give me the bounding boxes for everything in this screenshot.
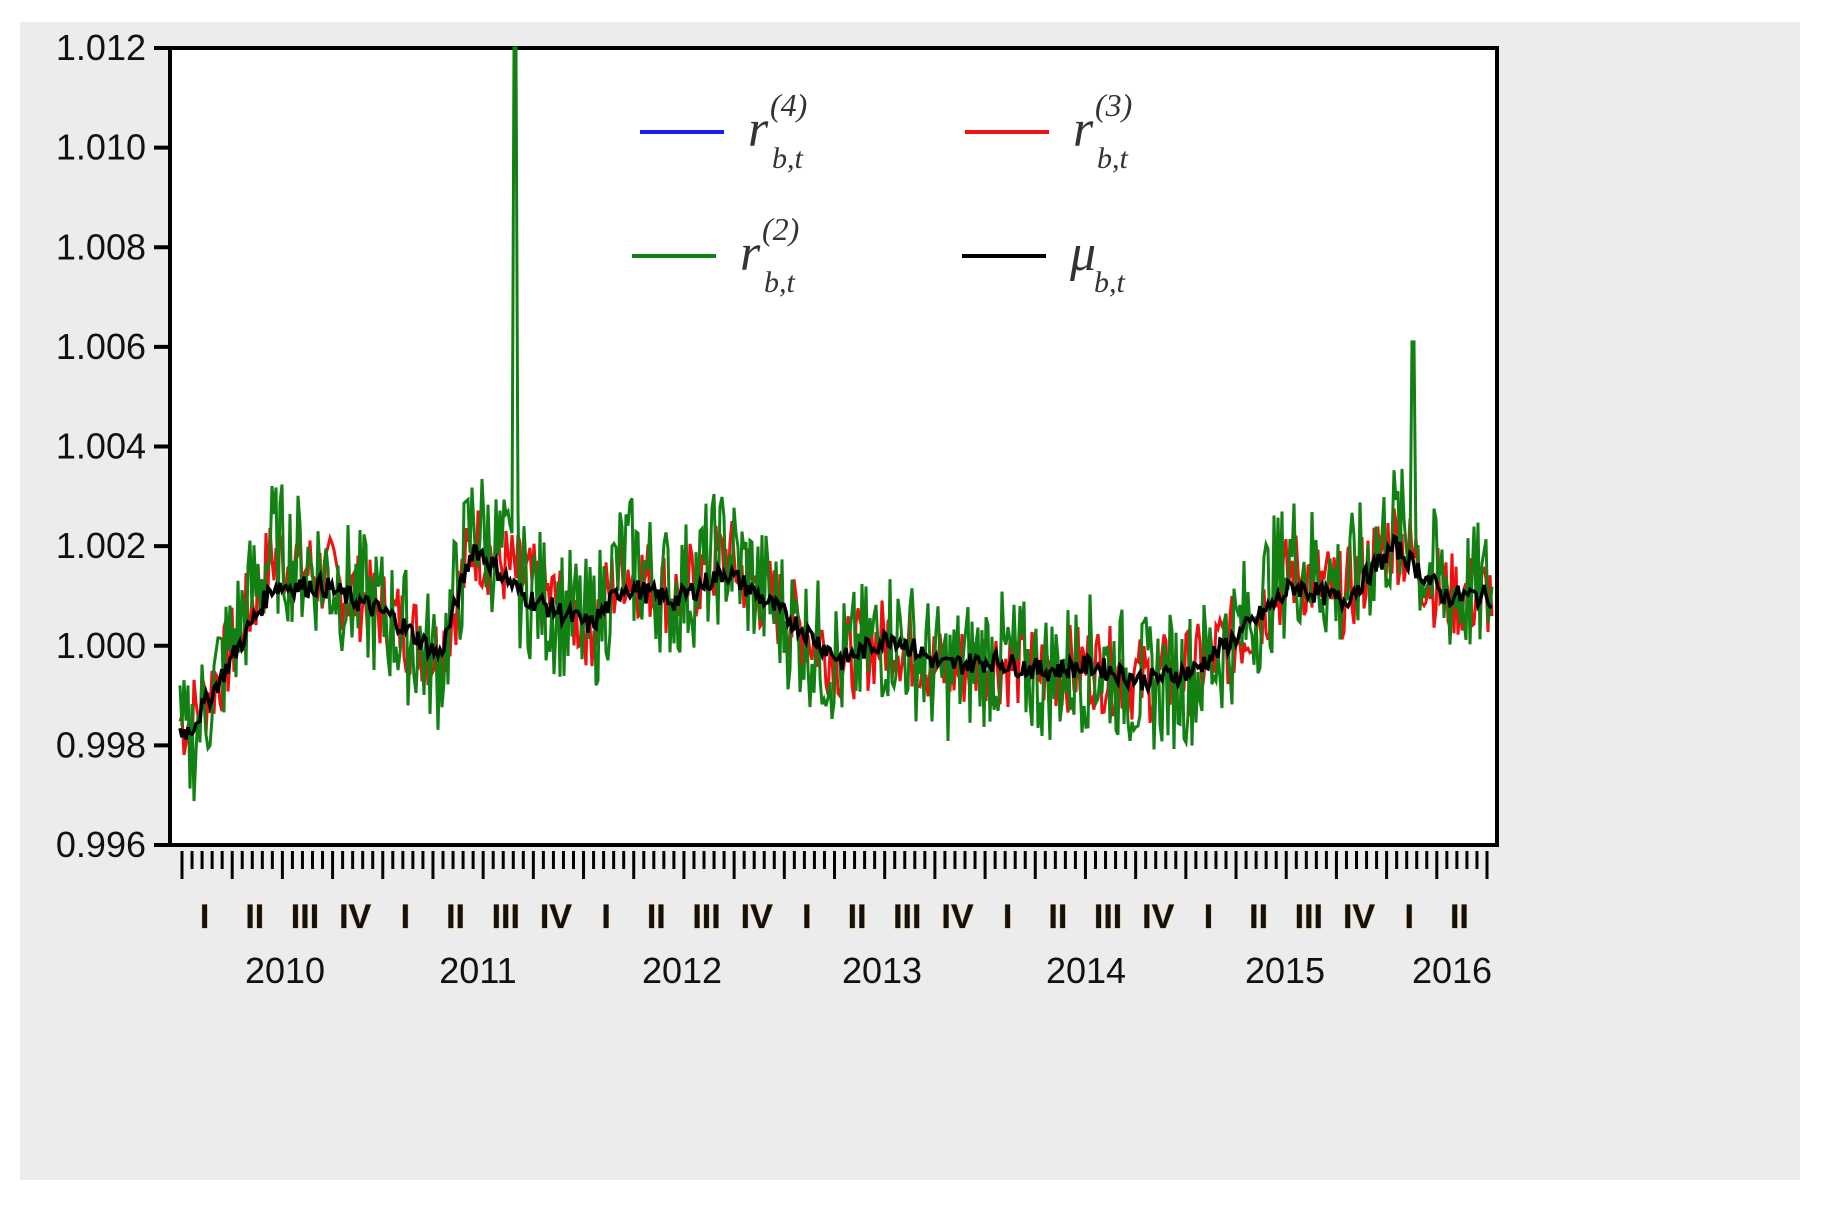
quarter-label: II [1048, 898, 1067, 936]
year-label: 2011 [439, 950, 516, 991]
year-label: 2015 [1245, 950, 1325, 991]
quarter-label: IV [1142, 898, 1174, 936]
legend-entry-mu: μb,t [962, 225, 1126, 299]
legend-symbol: r [740, 225, 761, 282]
legend-symbol: r [1073, 101, 1094, 158]
quarter-label: III [492, 898, 520, 936]
quarter-label: IV [941, 898, 973, 936]
legend-entry-r3: rb,t (3) [965, 87, 1132, 175]
quarter-label: III [1094, 898, 1122, 936]
y-tick-label: 1.004 [56, 426, 146, 467]
quarter-label: III [893, 898, 921, 936]
quarter-label: I [802, 898, 811, 936]
quarter-label: II [1450, 898, 1469, 936]
year-label: 2016 [1412, 950, 1492, 991]
quarter-label: I [1404, 898, 1413, 936]
legend-superscript: (4) [770, 87, 807, 123]
legend-subscript: b,t [1097, 142, 1129, 175]
legend-entry-r4: rb,t (4) [640, 87, 807, 175]
y-tick-label: 1.006 [56, 326, 146, 367]
quarter-label: I [1204, 898, 1213, 936]
quarter-label: II [848, 898, 867, 936]
quarter-label: IV [540, 898, 572, 936]
quarter-label: III [291, 898, 319, 936]
legend-entry-r2: rb,t (2) [632, 211, 799, 299]
y-tick-label: 1.012 [56, 27, 146, 68]
x-axis: I II III IV I II III IV I II III IV I II III IV I II III IV… [180, 851, 1492, 991]
quarter-label: IV [1343, 898, 1375, 936]
quarter-label: I [401, 898, 410, 936]
quarter-label: III [692, 898, 720, 936]
year-label: 2013 [842, 950, 922, 991]
series-layer [178, 46, 1494, 802]
y-tick-label: 1.000 [56, 625, 146, 666]
year-label: 2010 [245, 950, 325, 991]
legend-superscript: (3) [1095, 87, 1132, 123]
y-tick-label: 0.996 [56, 824, 146, 865]
legend-subscript: b,t [772, 142, 804, 175]
series-line-r2 [178, 46, 1494, 802]
y-tick-label: 1.008 [56, 226, 146, 267]
chart: 1.012 1.010 1.008 1.006 1.004 1.002 1.000 0.998… [56, 27, 1499, 991]
quarter-label: I [1003, 898, 1012, 936]
quarter-label: II [1249, 898, 1268, 936]
year-label: 2014 [1046, 950, 1126, 991]
quarter-label: IV [339, 898, 371, 936]
y-tick-label: 1.002 [56, 525, 146, 566]
quarter-label: II [446, 898, 465, 936]
series-line-mu [178, 533, 1493, 740]
legend-symbol: r [748, 101, 769, 158]
quarter-label: II [245, 898, 264, 936]
y-tick-label: 0.998 [56, 724, 146, 765]
plot-area [168, 46, 1499, 847]
y-tick-label: 1.010 [56, 127, 146, 168]
y-axis: 1.012 1.010 1.008 1.006 1.004 1.002 1.000 0.998… [56, 27, 170, 865]
year-label: 2012 [642, 950, 722, 991]
legend-subscript: b,t [1094, 266, 1126, 299]
quarter-label: I [601, 898, 610, 936]
legend-symbol: μ [1069, 225, 1096, 282]
chart-frame: 1.012 1.010 1.008 1.006 1.004 1.002 1.000 0.998… [20, 22, 1800, 1180]
quarter-label: III [1295, 898, 1323, 936]
legend-subscript: b,t [764, 266, 796, 299]
quarter-label: IV [741, 898, 773, 936]
legend-superscript: (2) [762, 211, 799, 247]
legend: rb,t(4) rb,t(3)rb,t(2) μb,t [632, 87, 1132, 299]
quarter-label: I [200, 898, 209, 936]
quarter-label: II [647, 898, 666, 936]
